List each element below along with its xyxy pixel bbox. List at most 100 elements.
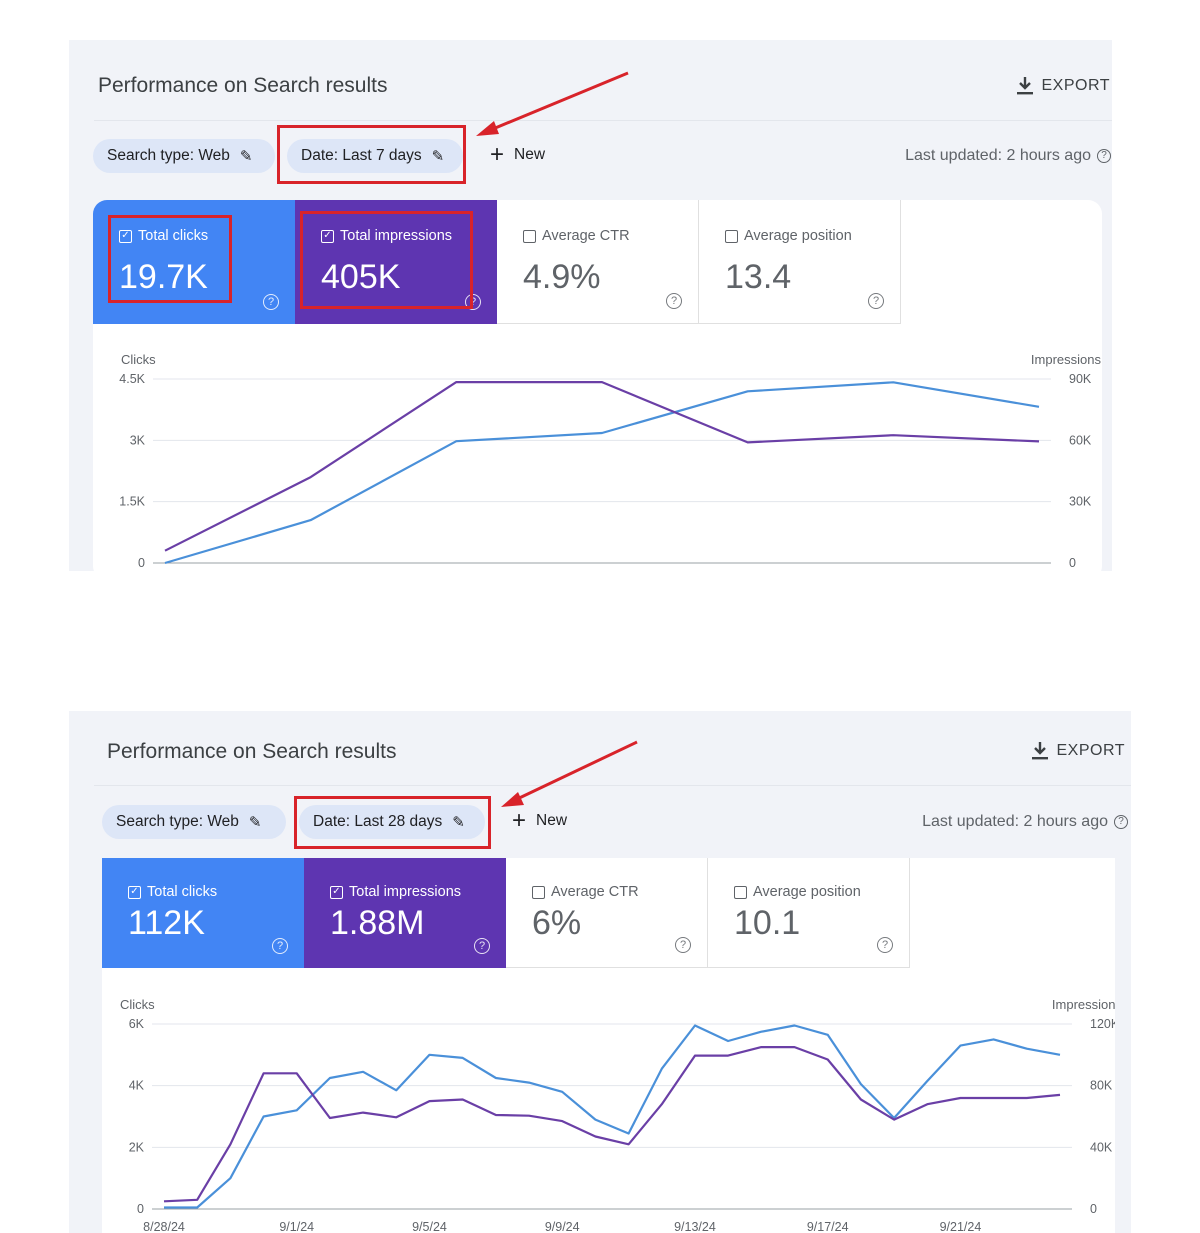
- metric-card-average-ctr[interactable]: Average CTR 4.9% ?: [497, 200, 699, 324]
- line-chart: Clicks Impressions 4.5K 90K 3K 60K 1.5K 30K 0 0: [119, 352, 1102, 570]
- x-tick-label: 9/5/24: [412, 1220, 447, 1233]
- y-tick-right: 0: [1090, 1202, 1097, 1216]
- checkbox-checked-icon[interactable]: ✓: [321, 229, 334, 243]
- checkbox-unchecked-icon[interactable]: [734, 885, 747, 899]
- highlight-box: [300, 211, 473, 309]
- last-updated: Last updated: 2 hours ago ?: [922, 813, 1128, 831]
- metric-card-average-position[interactable]: Average position 13.4 ?: [699, 200, 901, 324]
- y-tick-right: 120K: [1090, 1017, 1115, 1031]
- metric-card-total-clicks[interactable]: ✓ Total clicks 112K ?: [102, 858, 304, 968]
- plus-icon: +: [512, 807, 527, 834]
- last-updated-text: Last updated: 2 hours ago: [905, 147, 1091, 164]
- date-filter-label: Date: Last 7 days: [301, 147, 422, 164]
- series-line-impressions: [164, 380, 1040, 552]
- metric-value: 19.7K: [119, 258, 208, 296]
- metric-value: 1.88M: [330, 904, 425, 942]
- help-icon[interactable]: ?: [465, 294, 481, 310]
- y-tick-right: 90K: [1069, 372, 1092, 386]
- metric-value: 13.4: [725, 258, 792, 296]
- x-tick-label: 9/9/24: [545, 1220, 580, 1233]
- help-icon[interactable]: ?: [868, 293, 884, 309]
- metric-card-average-position[interactable]: Average position 10.1 ?: [708, 858, 910, 968]
- metric-card-total-impressions[interactable]: ✓ Total impressions 405K ?: [295, 200, 497, 324]
- metric-cards: ✓ Total clicks 112K ? ✓ Total impressions …: [102, 858, 910, 968]
- download-icon: [1016, 77, 1033, 95]
- search-type-chip[interactable]: Search type: Web ✎: [93, 139, 275, 173]
- metric-card-average-ctr[interactable]: Average CTR 6% ?: [506, 858, 708, 968]
- metric-value: 405K: [321, 258, 401, 296]
- x-tick-label: 9/17/24: [807, 1220, 849, 1233]
- y-axis-left-title: Clicks: [121, 352, 156, 367]
- checkbox-checked-icon[interactable]: ✓: [119, 229, 132, 243]
- checkbox-unchecked-icon[interactable]: [725, 229, 738, 243]
- y-tick-right: 60K: [1069, 433, 1092, 447]
- export-button[interactable]: EXPORT: [1016, 76, 1111, 96]
- panel-title: Performance on Search results: [107, 740, 397, 763]
- line-chart: Clicks Impressions 6K 120K 4K 80K 2K 40K 0 0 8/28/…: [120, 997, 1115, 1233]
- help-icon[interactable]: ?: [474, 938, 490, 954]
- performance-panel-7-days: Performance on Search results EXPORT Sea…: [69, 40, 1112, 571]
- metric-label: Total clicks: [147, 884, 218, 900]
- export-label: EXPORT: [1056, 742, 1125, 759]
- new-label: New: [536, 812, 568, 829]
- checkbox-checked-icon[interactable]: ✓: [330, 885, 343, 899]
- y-tick-left: 3K: [130, 433, 146, 447]
- y-tick-left: 4.5K: [119, 372, 145, 386]
- download-icon: [1031, 742, 1048, 760]
- checkbox-unchecked-icon[interactable]: [532, 885, 545, 899]
- search-type-label: Search type: Web: [107, 147, 230, 164]
- edit-pencil-icon: ✎: [431, 148, 445, 165]
- highlight-box: [108, 215, 232, 303]
- highlight-box: [294, 796, 491, 849]
- highlight-box: [277, 125, 466, 184]
- checkbox-checked-icon[interactable]: ✓: [128, 885, 141, 899]
- new-filter-button[interactable]: + New: [490, 143, 545, 167]
- export-button[interactable]: EXPORT: [1031, 741, 1126, 761]
- new-filter-button[interactable]: + New: [512, 809, 567, 833]
- metric-label: Average position: [744, 228, 852, 244]
- metric-value: 4.9%: [523, 258, 601, 296]
- header-divider: [94, 120, 1112, 121]
- help-icon[interactable]: ?: [666, 293, 682, 309]
- series-line-clicks: [164, 1024, 1061, 1209]
- export-label: EXPORT: [1041, 77, 1110, 94]
- header-divider: [94, 785, 1131, 786]
- y-tick-right: 40K: [1090, 1140, 1113, 1154]
- date-filter-chip[interactable]: Date: Last 7 days ✎: [287, 139, 463, 173]
- x-tick-label: 9/21/24: [940, 1220, 982, 1233]
- y-tick-left: 4K: [129, 1079, 145, 1093]
- x-tick-label: 9/1/24: [279, 1220, 314, 1233]
- last-updated: Last updated: 2 hours ago ?: [905, 147, 1111, 165]
- metric-card-total-clicks[interactable]: ✓ Total clicks 19.7K ?: [93, 200, 295, 324]
- metric-label: Total clicks: [138, 228, 209, 244]
- metric-label: Average position: [753, 884, 861, 900]
- help-icon[interactable]: ?: [1097, 149, 1111, 163]
- series-line-impressions: [163, 1045, 1061, 1203]
- metric-label: Total impressions: [340, 228, 453, 244]
- help-icon[interactable]: ?: [263, 294, 279, 310]
- metric-value: 6%: [532, 904, 582, 942]
- help-icon[interactable]: ?: [1114, 815, 1128, 829]
- edit-pencil-icon: ✎: [239, 148, 253, 165]
- help-icon[interactable]: ?: [272, 938, 288, 954]
- series-line-clicks: [164, 381, 1040, 565]
- date-filter-chip[interactable]: Date: Last 28 days ✎: [299, 805, 485, 839]
- metric-card-total-impressions[interactable]: ✓ Total impressions 1.88M ?: [304, 858, 506, 968]
- last-updated-text: Last updated: 2 hours ago: [922, 813, 1108, 830]
- y-axis-right-title: Impressions: [1052, 997, 1115, 1012]
- metric-cards: ✓ Total clicks 19.7K ? ✓ Total impressions…: [93, 200, 901, 324]
- metric-label: Total impressions: [349, 884, 462, 900]
- y-tick-left: 1.5K: [119, 495, 145, 509]
- plus-icon: +: [490, 141, 505, 168]
- search-type-chip[interactable]: Search type: Web ✎: [102, 805, 286, 839]
- y-tick-right: 30K: [1069, 495, 1092, 509]
- help-icon[interactable]: ?: [675, 937, 691, 953]
- new-label: New: [514, 146, 546, 163]
- performance-panel-28-days: Performance on Search results EXPORT Sea…: [69, 711, 1131, 1233]
- metric-value: 10.1: [734, 904, 801, 942]
- checkbox-unchecked-icon[interactable]: [523, 229, 536, 243]
- y-axis-right-title: Impressions: [1031, 352, 1102, 367]
- help-icon[interactable]: ?: [877, 937, 893, 953]
- y-tick-left: 6K: [129, 1017, 145, 1031]
- y-tick-left: 0: [137, 1202, 144, 1216]
